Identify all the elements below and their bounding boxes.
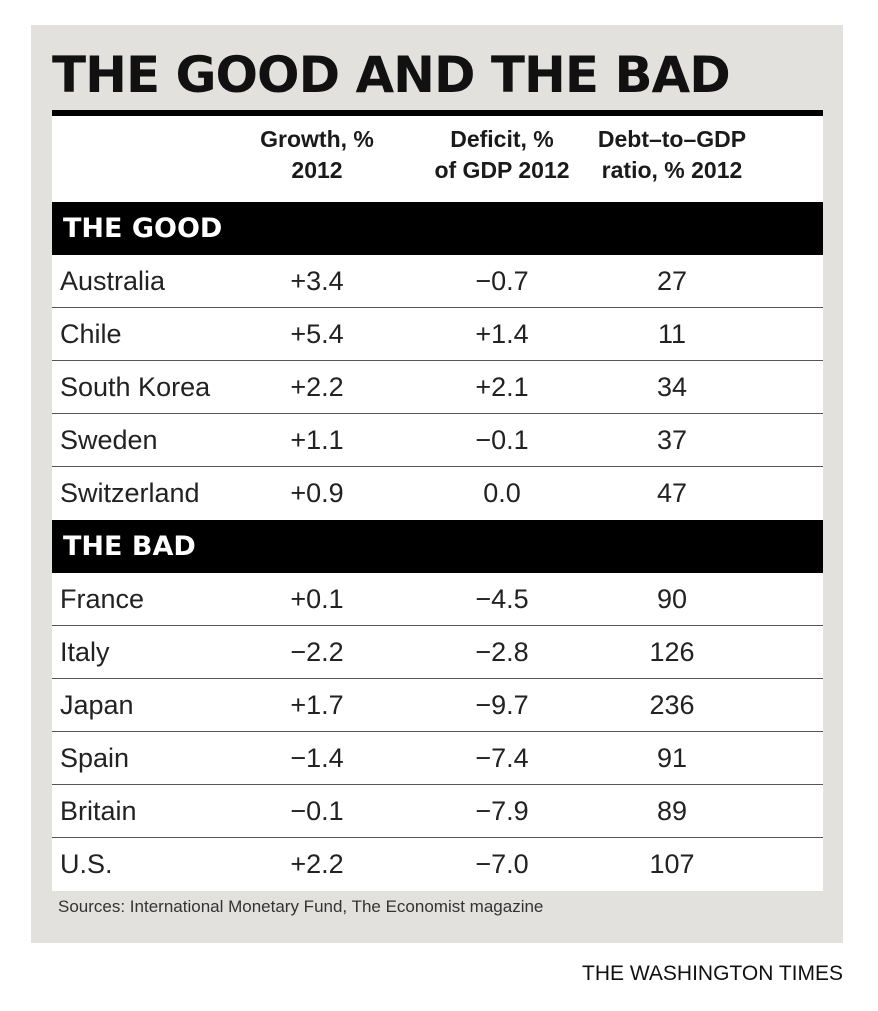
cell-growth: +5.4 <box>290 319 344 349</box>
cell-country: South Korea <box>60 372 211 402</box>
title-rule <box>52 110 823 116</box>
cell-country: Sweden <box>60 425 158 455</box>
cell-growth: +1.1 <box>290 425 344 455</box>
cell-deficit: +2.1 <box>475 372 529 402</box>
table-row: U.S. +2.2 −7.0 107 <box>52 838 823 891</box>
cell-growth: −1.4 <box>290 743 344 773</box>
cell-country: Australia <box>60 266 166 296</box>
cell-growth: +0.1 <box>290 584 344 614</box>
cell-deficit: −7.0 <box>475 849 529 879</box>
table-row: Britain −0.1 −7.9 89 <box>52 785 823 838</box>
cell-growth: +2.2 <box>290 372 344 402</box>
cell-growth: −2.2 <box>290 637 344 667</box>
cell-growth: +3.4 <box>290 266 344 296</box>
cell-country: Italy <box>60 637 110 667</box>
cell-country: Spain <box>60 743 130 773</box>
column-header-debt: Debt–to–GDP ratio, % 2012 <box>597 126 747 183</box>
cell-debt: 107 <box>649 849 695 879</box>
cell-debt: 126 <box>649 637 695 667</box>
table-row: Italy −2.2 −2.8 126 <box>52 626 823 679</box>
cell-debt: 37 <box>656 425 688 455</box>
chart-title: THE GOOD AND THE BAD <box>52 46 731 104</box>
cell-debt: 89 <box>656 796 688 826</box>
cell-country: Japan <box>60 690 134 720</box>
table-body: THE GOOD Australia +3.4 −0.7 27 Chile +5.4 +1.4… <box>52 202 823 891</box>
cell-deficit: −2.8 <box>475 637 529 667</box>
cell-country: France <box>60 584 145 614</box>
cell-deficit: 0.0 <box>483 478 521 508</box>
column-header-row: Growth, % 2012 Deficit, % of GDP 2012 De… <box>52 116 823 202</box>
column-header-growth: Growth, % 2012 <box>260 126 374 183</box>
source-note: Sources: International Monetary Fund, Th… <box>58 897 544 916</box>
cell-growth: +1.7 <box>290 690 344 720</box>
section-header: THE BAD <box>52 520 823 573</box>
cell-deficit: −4.5 <box>475 584 529 614</box>
cell-growth: +0.9 <box>290 478 344 508</box>
cell-debt: 27 <box>656 266 688 296</box>
cell-deficit: −0.7 <box>475 266 529 296</box>
cell-debt: 90 <box>656 584 688 614</box>
cell-growth: −0.1 <box>290 796 344 826</box>
table-row: Japan +1.7 −9.7 236 <box>52 679 823 732</box>
table-row: France +0.1 −4.5 90 <box>52 573 823 626</box>
table-row: Switzerland +0.9 0.0 47 <box>52 467 823 520</box>
cell-debt: 91 <box>656 743 688 773</box>
cell-growth: +2.2 <box>290 849 344 879</box>
cell-country: U.S. <box>60 849 113 879</box>
cell-debt: 236 <box>649 690 695 720</box>
table-row: Chile +5.4 +1.4 11 <box>52 308 823 361</box>
column-header-deficit: Deficit, % of GDP 2012 <box>434 126 570 183</box>
cell-debt: 11 <box>657 319 687 349</box>
cell-deficit: −7.9 <box>475 796 529 826</box>
table-row: South Korea +2.2 +2.1 34 <box>52 361 823 414</box>
cell-country: Britain <box>60 796 137 826</box>
cell-country: Chile <box>60 319 122 349</box>
cell-deficit: −7.4 <box>475 743 529 773</box>
cell-country: Switzerland <box>60 478 200 508</box>
cell-deficit: −9.7 <box>475 690 529 720</box>
table-row: Spain −1.4 −7.4 91 <box>52 732 823 785</box>
table-row: Sweden +1.1 −0.1 37 <box>52 414 823 467</box>
cell-debt: 47 <box>656 478 688 508</box>
section-header: THE GOOD <box>52 202 823 255</box>
table-row: Australia +3.4 −0.7 27 <box>52 255 823 308</box>
cell-deficit: −0.1 <box>475 425 529 455</box>
cell-deficit: +1.4 <box>475 319 529 349</box>
cell-debt: 34 <box>656 372 688 402</box>
publisher-credit: THE WASHINGTON TIMES <box>582 962 843 985</box>
data-table: Growth, % 2012 Deficit, % of GDP 2012 De… <box>52 116 823 891</box>
